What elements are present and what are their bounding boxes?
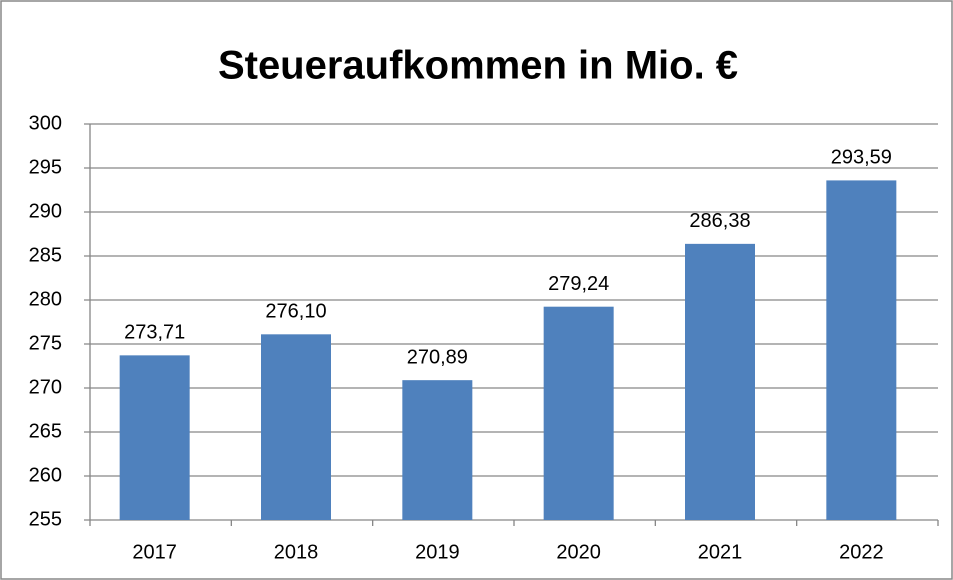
y-tick-label: 300 [29,112,62,134]
chart-title: Steueraufkommen in Mio. € [218,44,738,88]
bar [261,334,331,520]
data-label: 276,10 [265,301,326,323]
x-tick-label: 2022 [839,541,884,563]
y-tick-label: 280 [29,288,62,310]
y-tick-label: 255 [29,508,62,530]
bar [402,380,473,520]
x-tick-label: 2021 [698,541,743,563]
data-label: 270,89 [407,346,468,368]
bar [543,306,614,520]
y-tick-label: 260 [29,464,62,486]
data-label: 279,24 [548,273,609,295]
x-tick-label: 2017 [132,541,177,563]
y-tick-label: 295 [29,156,62,178]
y-tick-label: 285 [29,244,62,266]
bar [685,243,755,520]
y-tick-label: 290 [29,200,62,222]
y-tick-label: 275 [29,332,62,354]
y-tick-label: 265 [29,420,62,442]
data-label: 286,38 [689,210,750,232]
x-tick-label: 2018 [274,541,319,563]
data-label: 273,71 [124,322,185,344]
x-tick-label: 2019 [415,541,460,563]
data-label: 293,59 [831,147,892,169]
x-tick-label: 2020 [556,541,601,563]
bar [826,180,897,520]
y-tick-label: 270 [29,376,62,398]
bar [119,355,190,520]
